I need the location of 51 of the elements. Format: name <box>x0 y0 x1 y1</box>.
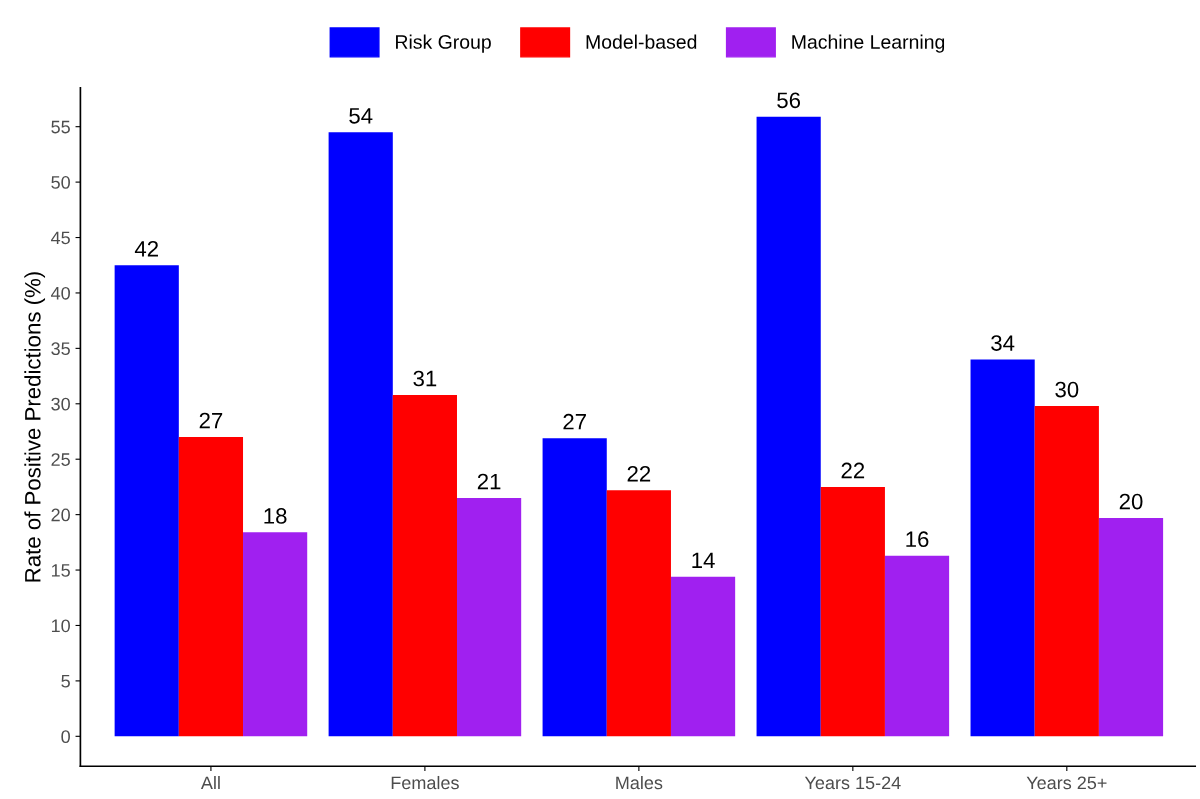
y-tick-label: 15 <box>51 564 70 577</box>
bar <box>970 359 1035 737</box>
bar <box>114 265 179 737</box>
data-label: 56 <box>777 92 801 109</box>
data-label: 18 <box>264 508 287 524</box>
y-tick-label: 5 <box>61 675 70 688</box>
y-tick-label: 25 <box>51 453 70 466</box>
data-label: 34 <box>991 335 1015 351</box>
bar <box>328 132 393 737</box>
y-axis-title: Rate of Positive Predictions (%) <box>24 272 46 582</box>
bar <box>542 438 607 737</box>
bar <box>1034 406 1099 737</box>
bar <box>756 116 821 737</box>
data-label: 31 <box>413 370 437 387</box>
y-tick-label: 45 <box>51 231 70 245</box>
legend-label: Model-based <box>586 34 697 49</box>
data-label: 54 <box>349 108 373 124</box>
bar <box>884 555 950 737</box>
data-label: 27 <box>199 412 223 429</box>
y-tick-label: 10 <box>51 619 70 633</box>
data-label: 16 <box>906 531 929 548</box>
bar <box>178 437 244 737</box>
y-tick-label: 30 <box>51 397 70 411</box>
y-tick-label: 20 <box>51 508 70 522</box>
y-tick-label: 55 <box>51 120 70 134</box>
data-label: 22 <box>627 465 651 482</box>
bar <box>392 394 457 737</box>
data-label: 30 <box>1055 381 1079 398</box>
data-label: 14 <box>692 552 715 568</box>
x-tick-label: All <box>200 775 220 790</box>
y-tick-label: 50 <box>51 176 70 189</box>
bar <box>243 532 308 737</box>
x-tick-label: Males <box>616 775 663 790</box>
data-label: 27 <box>563 413 586 430</box>
x-tick-label: Years 15-24 <box>804 776 901 790</box>
y-tick-label: 35 <box>51 342 70 356</box>
y-tick-label: 40 <box>51 286 70 300</box>
legend-label: Machine Learning <box>792 34 945 53</box>
x-tick-label: Years 25+ <box>1026 776 1107 790</box>
bar <box>1098 517 1164 737</box>
data-label: 20 <box>1119 493 1143 510</box>
data-label: 22 <box>841 462 865 479</box>
bar <box>456 498 522 737</box>
bar <box>670 576 736 737</box>
x-tick-label: Females <box>391 775 459 790</box>
data-label: 21 <box>477 473 501 490</box>
bar <box>820 486 885 737</box>
y-tick-label: 0 <box>61 730 70 744</box>
bar <box>606 490 671 737</box>
data-label: 42 <box>134 240 158 257</box>
legend-label: Risk Group <box>396 34 491 53</box>
